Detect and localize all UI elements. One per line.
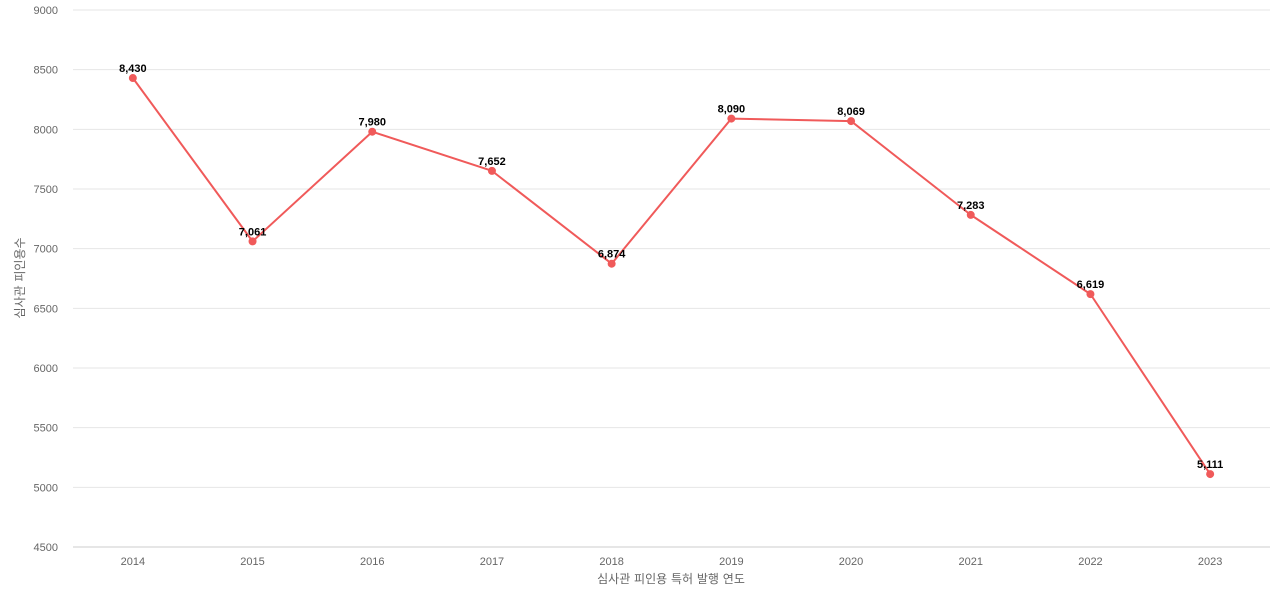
y-tick-label: 9000 xyxy=(34,5,58,17)
x-tick-label: 2016 xyxy=(360,556,384,568)
data-label: 7,652 xyxy=(478,156,506,168)
data-point xyxy=(966,210,975,219)
x-axis-title: 심사관 피인용 특허 발행 연도 xyxy=(597,571,745,586)
data-label: 6,619 xyxy=(1077,279,1105,291)
x-tick-label: 2019 xyxy=(719,556,743,568)
y-tick-label: 6000 xyxy=(34,363,58,375)
grid-layer xyxy=(73,9,1270,548)
data-point xyxy=(248,237,257,246)
x-tick-label: 2017 xyxy=(480,556,504,568)
data-label: 7,061 xyxy=(239,226,267,238)
data-point xyxy=(847,117,856,126)
y-tick-label: 5500 xyxy=(34,423,58,435)
x-tick-label: 2020 xyxy=(839,556,863,568)
data-point xyxy=(607,259,616,268)
data-label: 8,090 xyxy=(718,104,746,116)
y-axis-ticks: 4500 5000 5500 6000 6500 7000 7500 8000 8500 9000 xyxy=(34,5,58,554)
y-tick-label: 8000 xyxy=(34,124,58,136)
x-tick-label: 2022 xyxy=(1078,556,1102,568)
data-label: 6,874 xyxy=(598,249,626,261)
y-tick-label: 7500 xyxy=(34,184,58,196)
y-axis-title: 심사관 피인용수 xyxy=(13,237,27,318)
series-line xyxy=(132,77,1211,475)
data-label: 8,069 xyxy=(837,106,865,118)
y-tick-label: 4500 xyxy=(34,542,58,554)
x-tick-label: 2023 xyxy=(1198,556,1222,568)
y-tick-label: 6500 xyxy=(34,303,58,315)
x-tick-label: 2015 xyxy=(240,556,264,568)
y-tick-label: 5000 xyxy=(34,482,58,494)
x-axis-ticks: 2014 2015 2016 2017 2018 2019 2020 2021 2022 2023 xyxy=(121,556,1223,568)
y-tick-label: 8500 xyxy=(34,65,58,77)
data-point xyxy=(487,166,496,175)
data-label: 7,980 xyxy=(358,117,386,129)
y-tick-label: 7000 xyxy=(34,244,58,256)
data-point xyxy=(1086,290,1095,299)
data-point xyxy=(1206,470,1215,479)
data-point xyxy=(368,127,377,136)
data-label: 8,430 xyxy=(119,63,147,75)
data-label: 7,283 xyxy=(957,200,985,212)
x-tick-label: 2014 xyxy=(121,556,145,568)
x-tick-label: 2018 xyxy=(599,556,623,568)
data-label: 5,111 xyxy=(1197,459,1223,471)
data-point xyxy=(727,114,736,123)
x-tick-label: 2021 xyxy=(959,556,983,568)
data-point xyxy=(128,74,137,83)
data-label-layer: 8,430 7,061 7,980 7,652 6,874 8,090 8,069 7,283… xyxy=(119,63,1223,471)
series-layer xyxy=(128,74,1215,479)
